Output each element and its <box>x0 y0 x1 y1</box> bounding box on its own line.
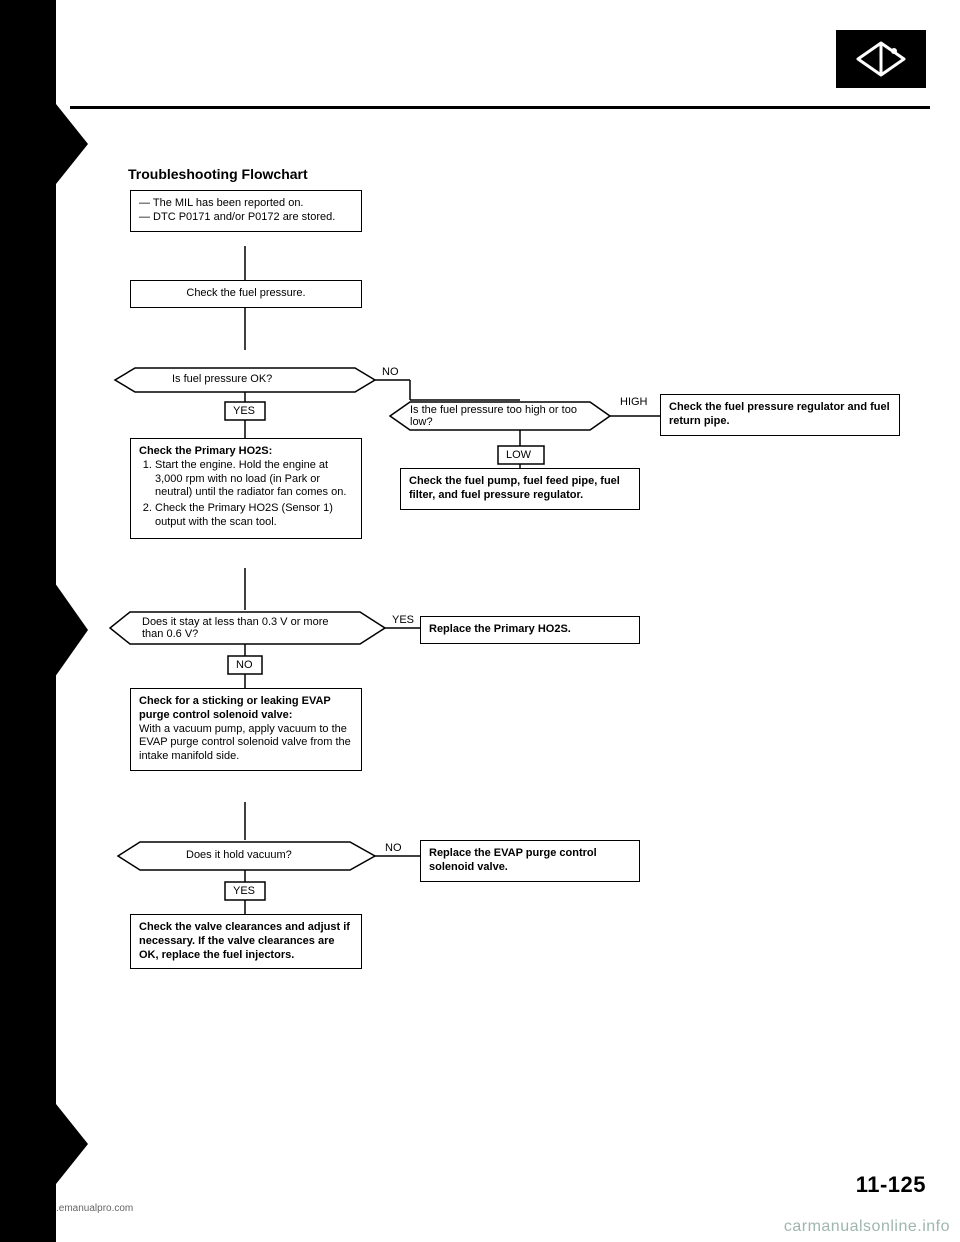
action-low-text: Check the fuel pump, fuel feed pipe, fue… <box>409 475 620 501</box>
action-high-text: Check the fuel pressure regulator and fu… <box>669 401 890 427</box>
action-replace-ho2s-text: Replace the Primary HO2S. <box>429 623 571 635</box>
action-valve-clearances-box: Check the valve clearances and adjust if… <box>130 914 362 969</box>
flowchart: — The MIL has been reported on. — DTC P0… <box>100 190 930 1040</box>
check-ho2s-title: Check the Primary HO2S: <box>139 445 272 457</box>
decision-voltage: Does it stay at less than 0.3 V or more … <box>142 616 352 640</box>
check-pressure-text: Check the fuel pressure. <box>186 287 305 299</box>
check-evap-box: Check for a sticking or leaking EVAP pur… <box>130 688 362 771</box>
check-ho2s-box: Check the Primary HO2S: Start the engine… <box>130 438 362 539</box>
action-high-box: Check the fuel pressure regulator and fu… <box>660 394 900 436</box>
footer-right-watermark: carmanualsonline.info <box>784 1218 950 1236</box>
yes-label-2: YES <box>392 614 414 626</box>
flowchart-title: Troubleshooting Flowchart <box>128 166 308 182</box>
yes-label-3: YES <box>233 885 255 897</box>
action-low-box: Check the fuel pump, fuel feed pipe, fue… <box>400 468 640 510</box>
check-evap-title: Check for a sticking or leaking EVAP pur… <box>139 695 331 721</box>
ho2s-step-2: Check the Primary HO2S (Sensor 1) output… <box>155 502 353 530</box>
yes-label-1: YES <box>233 405 255 417</box>
no-label-3: NO <box>385 842 402 854</box>
action-replace-evap-text: Replace the EVAP purge control solenoid … <box>429 847 597 873</box>
decision-pressure-ok: Is fuel pressure OK? <box>172 373 272 385</box>
check-evap-body: With a vacuum pump, apply vacuum to the … <box>139 723 351 763</box>
action-valve-clearances-text: Check the valve clearances and adjust if… <box>139 921 350 961</box>
page: Troubleshooting Flowchart <box>0 0 960 1242</box>
start-box: — The MIL has been reported on. — DTC P0… <box>130 190 362 232</box>
low-label: LOW <box>506 449 531 461</box>
page-number: 11-125 <box>856 1172 926 1198</box>
action-replace-ho2s-box: Replace the Primary HO2S. <box>420 616 640 644</box>
high-label: HIGH <box>620 396 648 408</box>
start-line1: — The MIL has been reported on. <box>139 197 353 211</box>
footer-left-watermark: .emanualpro.com <box>56 1203 133 1214</box>
start-line2: — DTC P0171 and/or P0172 are stored. <box>139 211 353 225</box>
check-pressure-box: Check the fuel pressure. <box>130 280 362 308</box>
action-replace-evap-box: Replace the EVAP purge control solenoid … <box>420 840 640 882</box>
header-rule <box>70 106 930 109</box>
binder-notch <box>0 580 88 680</box>
no-label-1: NO <box>382 366 399 378</box>
flowchart-connectors <box>100 190 930 1040</box>
ho2s-step-1: Start the engine. Hold the engine at 3,0… <box>155 459 353 500</box>
binder-notch <box>0 100 88 188</box>
binder-notch <box>0 1100 88 1188</box>
check-ho2s-steps: Start the engine. Hold the engine at 3,0… <box>139 459 353 530</box>
no-label-2: NO <box>236 659 253 671</box>
fuel-system-icon <box>836 30 926 88</box>
decision-high-low: Is the fuel pressure too high or too low… <box>410 404 590 428</box>
decision-vacuum: Does it hold vacuum? <box>186 849 292 861</box>
